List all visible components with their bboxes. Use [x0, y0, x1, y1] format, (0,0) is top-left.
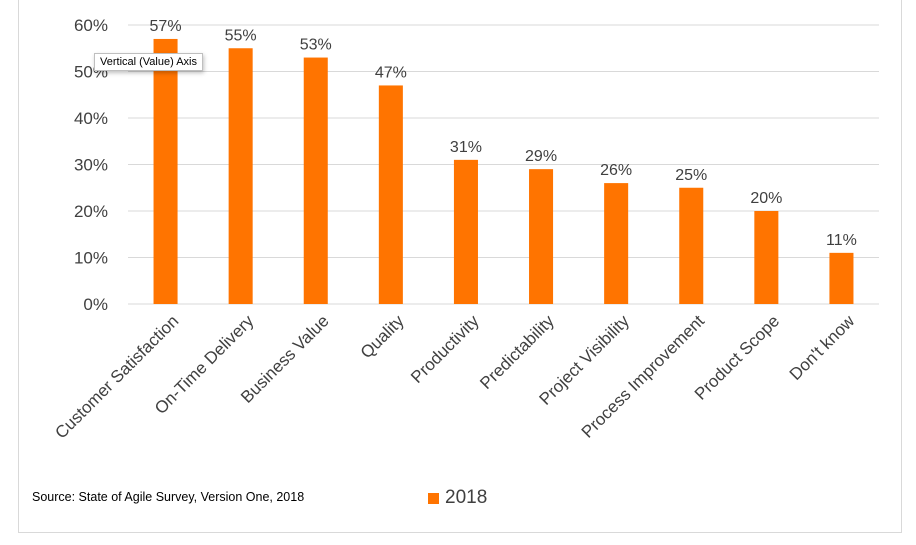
x-tick-label: Quality: [357, 311, 408, 362]
bar: [754, 211, 779, 304]
bar: [153, 38, 178, 304]
data-label: 25%: [675, 167, 707, 184]
axis-tooltip: Vertical (Value) Axis: [94, 53, 204, 71]
data-label: 55%: [225, 27, 257, 44]
y-tick-label: 20%: [74, 202, 108, 221]
x-tick-label: Customer Satisfaction: [51, 311, 182, 442]
y-tick-label: 60%: [74, 16, 108, 35]
x-tick-label: Predictability: [476, 311, 558, 393]
legend[interactable]: 2018: [428, 487, 487, 509]
bar: [529, 169, 554, 304]
data-label: 53%: [300, 37, 332, 54]
bar: [303, 57, 328, 304]
data-label: 31%: [450, 139, 482, 156]
x-tick-label: Process Improvement: [578, 311, 709, 442]
bars: [153, 38, 854, 304]
vertical-value-axis: 0%10%20%30%40%50%60%: [74, 16, 108, 314]
data-labels: 57% 55% 53% 47% 31% 29% 26% 25% 20% 11%: [150, 18, 857, 249]
legend-swatch: [428, 492, 439, 504]
data-label: 47%: [375, 64, 407, 81]
bar: [228, 48, 253, 304]
x-tick-label: Don't know: [786, 311, 859, 384]
bar: [453, 159, 478, 304]
y-tick-label: 10%: [74, 249, 108, 268]
data-label: 29%: [525, 148, 557, 165]
bar: [829, 252, 854, 304]
data-label: 26%: [600, 162, 632, 179]
data-label: 11%: [826, 232, 857, 249]
y-tick-label: 40%: [74, 109, 108, 128]
y-tick-label: 30%: [74, 156, 108, 175]
data-label: 57%: [150, 18, 182, 35]
y-tick-label: 0%: [83, 295, 108, 314]
legend-label: 2018: [445, 487, 488, 508]
data-label: 20%: [750, 190, 782, 207]
bar: [378, 85, 403, 304]
source-annotation: Source: State of Agile Survey, Version O…: [32, 490, 305, 504]
x-tick-label: Productivity: [407, 311, 483, 387]
bar: [604, 183, 629, 304]
bar: [679, 187, 704, 304]
gridlines: [128, 24, 879, 305]
